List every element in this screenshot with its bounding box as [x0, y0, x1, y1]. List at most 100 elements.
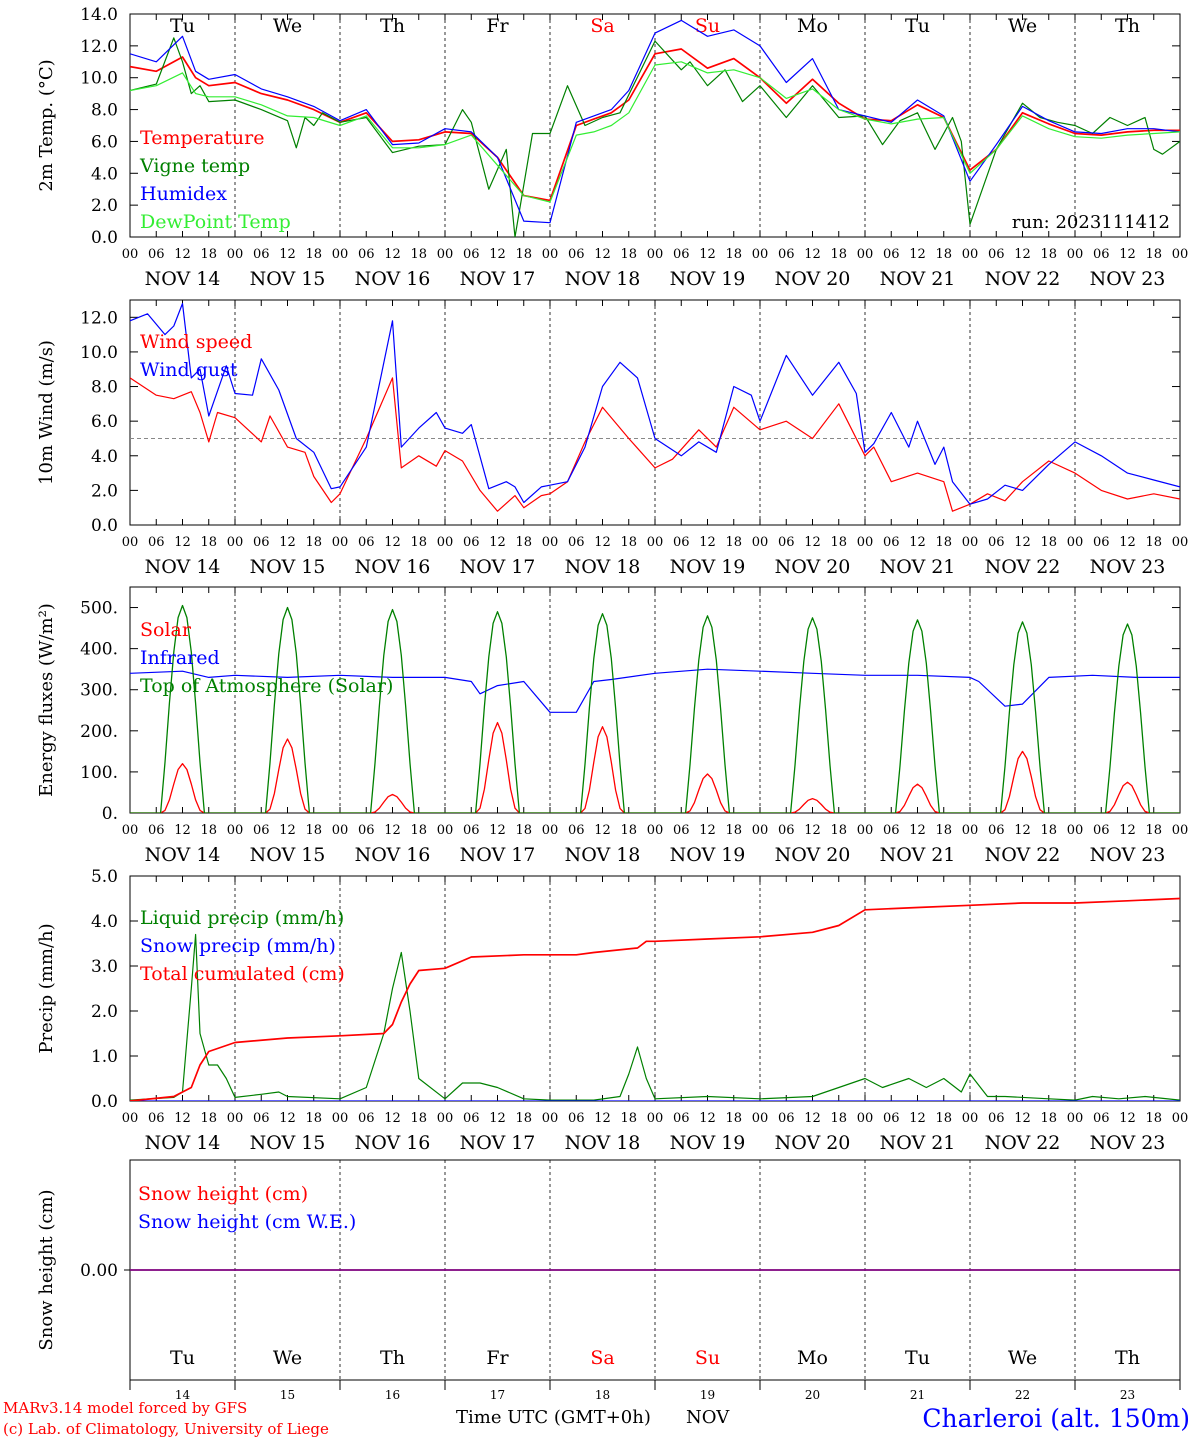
hour-tick-label: 18: [830, 535, 847, 550]
hour-tick-label: 00: [542, 823, 559, 838]
hour-tick-label: 06: [148, 247, 165, 262]
hour-tick-label: 06: [778, 535, 795, 550]
hour-tick-label: 18: [515, 1111, 532, 1126]
weekday-label: We: [1008, 1347, 1037, 1369]
hour-tick-label: 06: [358, 535, 375, 550]
hour-tick-label: 00: [332, 535, 349, 550]
y-tick-label: 2.0: [91, 196, 118, 216]
y-tick-label: 300.: [80, 681, 118, 701]
hour-tick-label: 18: [200, 247, 217, 262]
hour-tick-label: 06: [148, 535, 165, 550]
weekday-label: Mo: [797, 15, 828, 37]
y-axis-label: 2m Temp. (°C): [36, 59, 57, 191]
legend-entry: DewPoint Temp: [140, 211, 291, 233]
hour-tick-label: 00: [1067, 535, 1084, 550]
day-number-label: 18: [595, 1388, 610, 1402]
day-number-label: 23: [1120, 1388, 1135, 1402]
y-tick-label: 6.0: [91, 412, 118, 432]
date-label: NOV 16: [355, 844, 431, 866]
hour-tick-label: 00: [962, 823, 979, 838]
hour-tick-label: 18: [620, 823, 637, 838]
hour-tick-label: 00: [122, 823, 139, 838]
hour-tick-label: 00: [752, 535, 769, 550]
panel-5: 0.00 Snow height (cm) Tu We Th Fr Sa Su Mo Tu We Th…: [36, 1159, 1181, 1402]
hour-tick-label: 18: [515, 247, 532, 262]
date-label: NOV 18: [565, 844, 641, 866]
hour-tick-label: 12: [594, 1111, 611, 1126]
hour-tick-label: 12: [699, 1111, 716, 1126]
hour-tick-label: 00: [752, 1111, 769, 1126]
y-tick-label: 0.00: [80, 1261, 118, 1281]
hour-tick-label: 06: [673, 535, 690, 550]
hour-tick-label: 06: [1093, 1111, 1110, 1126]
hour-tick-label: 06: [463, 823, 480, 838]
weekday-label: We: [273, 15, 302, 37]
day-number-label: 17: [490, 1388, 505, 1402]
hour-tick-label: 12: [804, 1111, 821, 1126]
date-label: NOV 22: [985, 268, 1061, 290]
y-tick-label: 2.0: [91, 1002, 118, 1022]
series-line: [130, 302, 1180, 505]
hour-tick-label: 18: [1145, 1111, 1162, 1126]
day-number-label: 22: [1015, 1388, 1030, 1402]
hour-tick-label: 18: [935, 1111, 952, 1126]
date-label: NOV 21: [880, 556, 956, 578]
hour-tick-label: 12: [489, 535, 506, 550]
hour-tick-label: 18: [410, 1111, 427, 1126]
hour-tick-label: 00: [332, 1111, 349, 1126]
hour-tick-label: 12: [1119, 1111, 1136, 1126]
series-line: [130, 721, 1180, 813]
y-tick-label: 0.0: [91, 228, 118, 248]
day-number-label: 21: [910, 1388, 925, 1402]
series-line: [130, 604, 1180, 813]
hour-tick-label: 06: [778, 1111, 795, 1126]
date-label: NOV 17: [460, 268, 536, 290]
hour-tick-label: 06: [463, 247, 480, 262]
hour-tick-label: 06: [883, 823, 900, 838]
weekday-label: Sa: [590, 15, 614, 37]
hour-tick-label: 12: [1119, 535, 1136, 550]
hour-tick-label: 00: [227, 535, 244, 550]
date-label: NOV 20: [775, 1132, 851, 1154]
weekday-label: Sa: [590, 1347, 614, 1369]
hour-tick-label: 00: [1067, 823, 1084, 838]
hour-tick-label: 12: [279, 247, 296, 262]
hour-tick-label: 00: [542, 247, 559, 262]
hour-tick-label: 12: [279, 1111, 296, 1126]
hour-tick-label: 12: [279, 535, 296, 550]
date-label: NOV 23: [1090, 844, 1166, 866]
hour-tick-label: 06: [673, 247, 690, 262]
hour-tick-label: 12: [909, 247, 926, 262]
hour-tick-label: 00: [857, 823, 874, 838]
legend-entry: Temperature: [140, 127, 264, 149]
hour-tick-label: 18: [1040, 823, 1057, 838]
legend-entry: Wind speed: [140, 331, 252, 353]
y-tick-label: 6.0: [91, 132, 118, 152]
y-axis-label: Snow height (cm): [36, 1189, 57, 1350]
y-tick-label: 100.: [80, 763, 118, 783]
hour-tick-label: 00: [122, 1111, 139, 1126]
hour-tick-label: 00: [647, 1111, 664, 1126]
hour-tick-label: 00: [437, 823, 454, 838]
hour-tick-label: 12: [1014, 1111, 1031, 1126]
date-label: NOV 15: [250, 268, 326, 290]
y-axis-label: 10m Wind (m/s): [36, 340, 57, 485]
hour-tick-label: 06: [883, 535, 900, 550]
hour-tick-label: 18: [935, 535, 952, 550]
hour-tick-label: 00: [962, 1111, 979, 1126]
day-number-label: 19: [700, 1388, 715, 1402]
date-label: NOV 18: [565, 556, 641, 578]
hour-tick-label: 12: [909, 535, 926, 550]
y-tick-label: 5.0: [91, 867, 118, 887]
y-tick-label: 12.0: [80, 308, 118, 328]
series-line: [130, 668, 1180, 713]
hour-tick-label: 00: [647, 535, 664, 550]
date-label: NOV 21: [880, 844, 956, 866]
hour-tick-label: 12: [1119, 247, 1136, 262]
date-label: NOV 18: [565, 268, 641, 290]
date-label: NOV 14: [145, 844, 221, 866]
hour-tick-label: 12: [699, 247, 716, 262]
weekday-label: Tu: [170, 1347, 195, 1369]
hour-tick-label: 18: [410, 535, 427, 550]
hour-tick-label: 00: [542, 535, 559, 550]
